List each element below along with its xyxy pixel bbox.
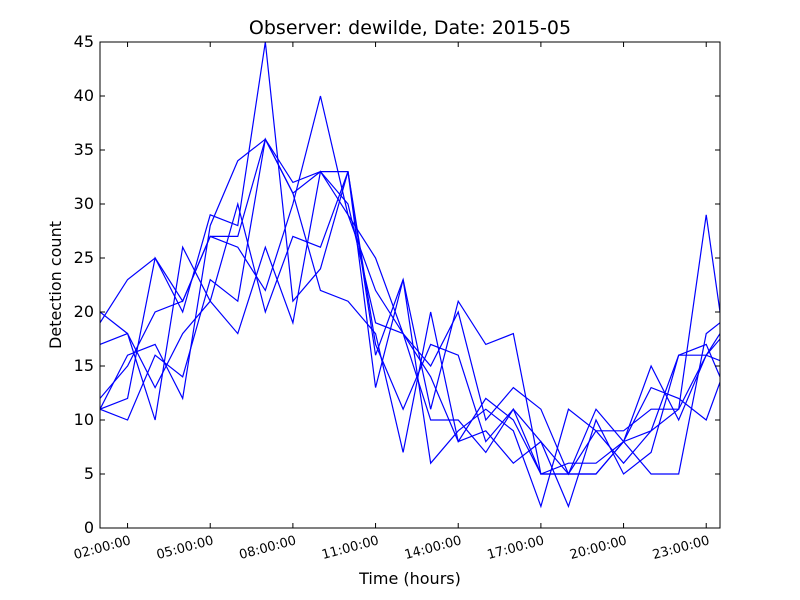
series-line-6 — [100, 137, 720, 509]
x-axis-title: Time (hours) — [358, 569, 461, 588]
y-tick-label: 45 — [74, 32, 94, 51]
series-line-5 — [100, 171, 720, 509]
plot-frame — [99, 41, 721, 529]
series-line-1 — [100, 42, 720, 475]
chart-title: Observer: dewilde, Date: 2015-05 — [249, 17, 571, 39]
series-line-2 — [100, 138, 720, 476]
y-tick-label: 25 — [74, 248, 94, 267]
y-tick-label: 0 — [84, 518, 94, 537]
series-line-7 — [100, 137, 720, 476]
y-tick-label: 10 — [74, 410, 94, 429]
y-axis-title: Detection count — [46, 221, 65, 349]
y-tick-label: 5 — [84, 464, 94, 483]
y-tick-label: 40 — [74, 86, 94, 105]
y-tick-label: 20 — [74, 302, 94, 321]
y-tick-label: 15 — [74, 356, 94, 375]
y-tick-label: 35 — [74, 140, 94, 159]
y-tick-label: 30 — [74, 194, 94, 213]
series-layer — [100, 42, 720, 509]
